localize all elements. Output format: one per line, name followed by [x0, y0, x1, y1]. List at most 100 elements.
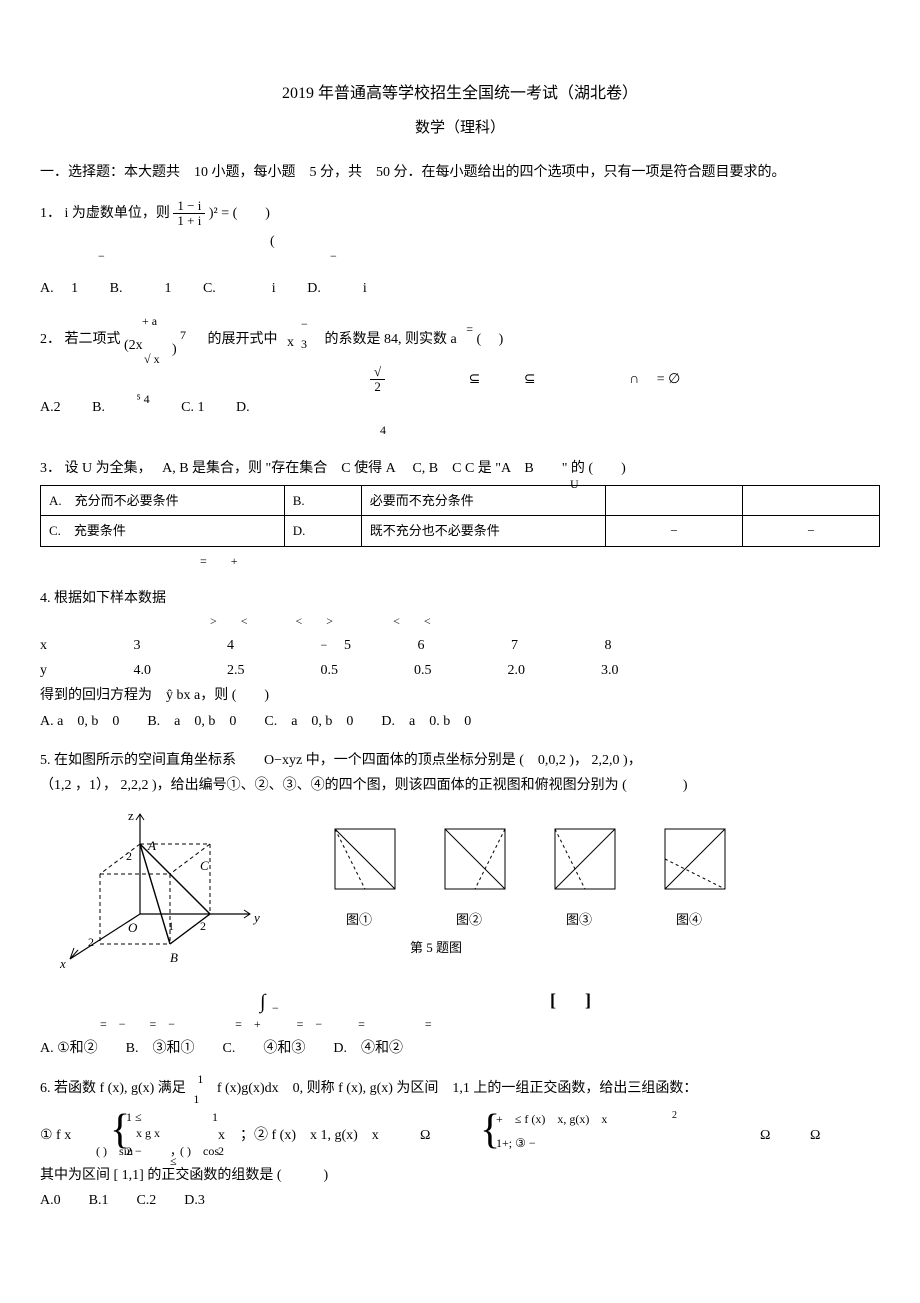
q2-two: 2	[370, 380, 385, 394]
q2-x3: x	[287, 330, 294, 355]
q2-root: √	[370, 365, 385, 380]
q3-optB-text: 必要而不充分条件	[361, 485, 605, 515]
q2-opt-d: D.	[236, 395, 250, 420]
integral-icon: ∫	[260, 984, 265, 1020]
q5-stem: 5. 在如图所示的空间直角坐标系 O−xyz 中，一个四面体的顶点坐标分别是 (…	[40, 748, 880, 773]
q2-stem-mid: 的展开式中	[208, 332, 278, 347]
table-row: C. 充要条件 D. 既不充分也不必要条件 − −	[41, 516, 880, 546]
omega3-icon: Ω	[810, 1123, 820, 1148]
q1-paren: (	[270, 229, 880, 254]
q5-eqline: = − = − = + = − = =	[100, 1014, 880, 1036]
exam-title: 2019 年普通高等学校招生全国统一考试（湖北卷）	[40, 80, 880, 109]
q4-stem: 4. 根据如下样本数据	[40, 586, 880, 611]
q2-pow7: 7	[180, 325, 186, 347]
q1-frac-num: 1 − i	[173, 199, 205, 214]
q4-x-row: x 3 4 − 5 6 7 8	[40, 633, 880, 658]
q3-option-table: A. 充分而不必要条件 B. 必要而不充分条件 C. 充要条件 D. 既不充分也…	[40, 485, 880, 547]
q4-y3: 0.5	[321, 658, 411, 683]
q2-cap: ∩	[629, 372, 639, 387]
q6-brace2-top: + ≤ f (x) x, g(x) x	[496, 1109, 607, 1131]
q1-opt-a: A. 1	[40, 276, 78, 301]
q2-options: A.2 B. ⁵ 4 C. 1 D.	[40, 395, 880, 420]
q6-stem-c: 其中为区间 [ 1,1] 的正交函数的组数是 ( )	[40, 1163, 880, 1188]
q2-eq: =	[466, 322, 473, 336]
q1-frac-den: 1 + i	[173, 214, 205, 228]
q6-cos: ( ) cos	[180, 1141, 219, 1163]
bracket-left-icon: [	[550, 984, 556, 1016]
point-b-label: B	[170, 946, 178, 969]
view-diagram-4	[660, 824, 740, 904]
q2-opt-a: A.2	[40, 395, 61, 420]
point-a-label: A	[148, 834, 156, 857]
q2-rootx: √ x	[144, 349, 160, 371]
fig4-label: 图④	[676, 908, 702, 931]
q3-stem: 3． 设 U 为全集， A, B 是集合，则 "存在集合 C 使得 A C, B…	[40, 461, 626, 476]
q2-subset1: ⊆	[469, 372, 481, 387]
q2-plus-a: + a	[142, 311, 157, 333]
exam-subtitle: 数学（理科）	[40, 115, 880, 142]
tick-2y: 2	[200, 916, 206, 938]
integral-lower: −	[272, 998, 279, 1020]
q2-four: 4	[380, 420, 880, 442]
q6-two2: 2	[218, 1141, 224, 1163]
q1-opt-b: B. 1	[110, 276, 172, 301]
q5-opts: A. ①和② B. ③和① C. ④和③ D. ④和②	[40, 1036, 880, 1061]
q6-item1: ① f x	[40, 1123, 71, 1148]
fig1-label: 图①	[346, 908, 372, 931]
q2-54: ⁵ 4	[136, 389, 149, 411]
q2-2x: (2x	[124, 333, 143, 358]
view-diagram-3	[550, 824, 630, 904]
q1-minus-a: −	[98, 246, 105, 268]
bracket-right-icon: ]	[585, 984, 591, 1016]
view-diagram-2	[440, 824, 520, 904]
q2-stem-b: 的系数是 84, 则实数 a	[325, 332, 457, 347]
q4-x4: 6	[418, 633, 508, 658]
q4-y1: 4.0	[134, 658, 224, 683]
q4-xminus: −	[321, 635, 341, 657]
q6-item2: ；② f (x) x 1, g(x) x	[240, 1123, 379, 1148]
q2-rp: )	[172, 337, 177, 362]
q1-stem-a: 1． i 为虚数单位，则	[40, 206, 170, 221]
q5-stem2: （1,2 ，1）， 2,2,2 )，给出编号①、②、③、④的四个图，则该四面体的…	[40, 773, 880, 798]
fig3-label: 图③	[566, 908, 592, 931]
q1-stem-b: )² = ( )	[209, 206, 270, 221]
fig-caption: 第 5 题图	[410, 936, 462, 959]
q1-options: A. 1 B. 1 C. i D. i	[40, 276, 880, 301]
question-5: 5. 在如图所示的空间直角坐标系 O−xyz 中，一个四面体的顶点坐标分别是 (…	[40, 748, 880, 1061]
q2-stem-a: 2． 若二项式	[40, 332, 121, 347]
q1-minus-c: −	[330, 246, 337, 268]
q6-stem-b: f (x)g(x)dx 0, 则称 f (x), g(x) 为区间 1,1 上的…	[217, 1081, 698, 1096]
q3-subU: U	[570, 474, 579, 496]
q2-subset2: ⊆	[524, 372, 536, 387]
question-1: 1． i 为虚数单位，则 1 − i 1 + i )² = ( ) ( − − …	[40, 199, 880, 301]
q3-optD-label: D.	[284, 516, 361, 546]
q4-y-row: y 4.0 2.5 0.5 0.5 2.0 3.0	[40, 658, 880, 683]
axis-z-label: z	[128, 804, 134, 827]
q4-x6: 8	[605, 633, 695, 658]
q2-opt-b: B.	[92, 395, 105, 420]
q4-symrow: > < < > < <	[210, 611, 880, 633]
q6-upper1: 1	[197, 1069, 203, 1091]
q6-sq: 2	[672, 1107, 677, 1125]
q4-x-lbl: x	[40, 633, 130, 658]
q6-brace2-bot: 1+; ③ −	[496, 1133, 536, 1155]
q1-opt-c: C. i	[203, 276, 276, 301]
q4-x1: 3	[134, 633, 224, 658]
section1-intro: 一．选择题：本大题共 10 小题，每小题 5 分，共 50 分．在每小题给出的四…	[40, 160, 880, 185]
q5-figure-area: z A C O y x B 2 1 2 2 图①	[40, 804, 880, 974]
question-2: 2． 若二项式 + a (2x √ x ) 7 的展开式中 − x 3 的系数是…	[40, 315, 880, 442]
q4-y6: 3.0	[601, 658, 691, 683]
q3-optD-text: 既不充分也不必要条件	[361, 516, 605, 546]
tick-1y: 1	[168, 916, 174, 938]
question-3: 3． 设 U 为全集， A, B 是集合，则 "存在集合 C 使得 A C, B…	[40, 456, 880, 573]
tick-2x: 2	[88, 932, 94, 954]
q3-optB-label: B.	[284, 485, 361, 515]
q4-x3: 5	[344, 633, 414, 658]
point-c-label: C	[200, 854, 209, 877]
q2-root-frac: √ 2	[370, 365, 385, 395]
q6-opts: A.0 B.1 C.2 D.3	[40, 1188, 880, 1213]
origin-label: O	[128, 916, 137, 939]
q4-y2: 2.5	[227, 658, 317, 683]
q3-minus1: −	[606, 516, 743, 546]
omega2-icon: Ω	[760, 1123, 770, 1148]
